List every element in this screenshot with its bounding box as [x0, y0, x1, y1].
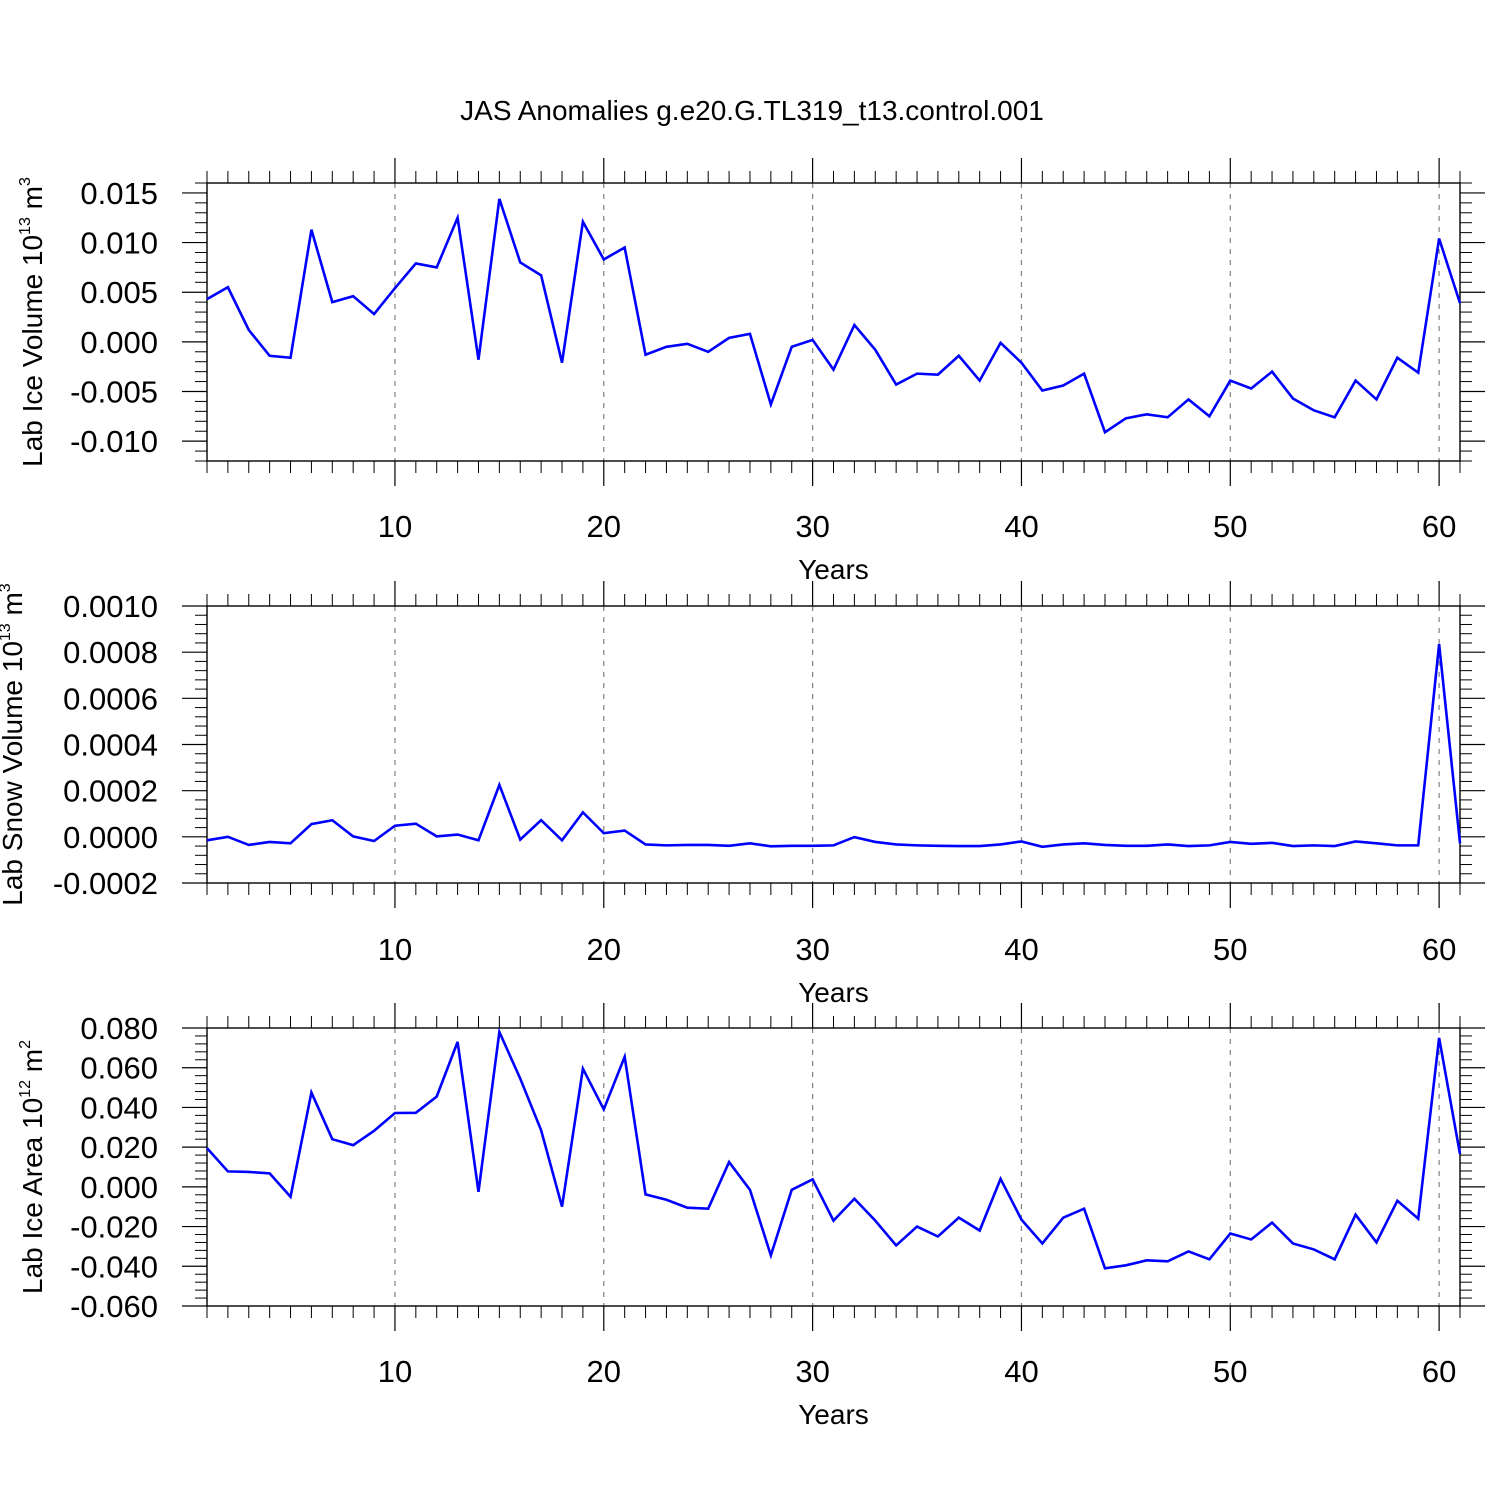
y-tick-label: -0.020: [70, 1210, 158, 1245]
x-tick-label: 60: [1422, 1354, 1456, 1389]
x-axis-label: Years: [798, 1399, 869, 1430]
y-tick-label: 0.0010: [63, 589, 158, 624]
chart-panel-3: 10 20 30 40 50 60 -0.060 -0.040 -0.020 0.000 0.020…: [17, 1003, 1485, 1430]
y-tick-label: 0.000: [80, 1170, 158, 1205]
y-axis-label: Lab Ice Volume 1013 m3: [17, 177, 48, 467]
x-tick-label: 60: [1422, 932, 1456, 967]
x-tick-label: 20: [587, 932, 621, 967]
y-tick-label: 0.010: [80, 226, 158, 261]
y-tick-label: 0.015: [80, 176, 158, 211]
x-tick-label: 30: [795, 932, 829, 967]
y-tick-label: 0.005: [80, 275, 158, 310]
x-tick-label: 50: [1213, 1354, 1247, 1389]
y-tick-label: 0.0004: [63, 728, 158, 763]
x-axis-label: Years: [798, 554, 869, 585]
x-tick-label: 40: [1004, 509, 1038, 544]
y-axis-label: Lab Ice Area 1012 m2: [17, 1040, 48, 1294]
y-tick-label: 0.000: [80, 325, 158, 360]
y-tick-label: -0.0002: [53, 866, 158, 901]
y-tick-label: 0.0006: [63, 681, 158, 716]
y-tick-label: -0.005: [70, 375, 158, 410]
y-tick-label: -0.010: [70, 424, 158, 459]
x-tick-label: 50: [1213, 509, 1247, 544]
y-tick-label: -0.060: [70, 1289, 158, 1324]
y-tick-label: 0.0002: [63, 774, 158, 809]
y-axis-label: Lab Snow Volume 1013 m3: [0, 583, 28, 906]
x-tick-label: 40: [1004, 1354, 1038, 1389]
y-tick-label: 0.060: [80, 1051, 158, 1086]
y-tick-label: 0.040: [80, 1090, 158, 1125]
series-line: [206, 643, 1462, 849]
x-tick-label: 30: [795, 1354, 829, 1389]
y-tick-label: 0.020: [80, 1130, 158, 1165]
x-tick-label: 20: [587, 509, 621, 544]
x-tick-label: 30: [795, 509, 829, 544]
x-tick-label: 10: [378, 932, 412, 967]
y-tick-label: 0.080: [80, 1011, 158, 1046]
chart-panel-1: 10 20 30 40 50 60 -0.010 -0.005 0.000 0.005 0.010 0…: [17, 158, 1485, 585]
y-tick-label: 0.0000: [63, 820, 158, 855]
y-tick-label: 0.0008: [63, 635, 158, 670]
y-tick-label: -0.040: [70, 1249, 158, 1284]
x-tick-label: 50: [1213, 932, 1247, 967]
x-tick-label: 60: [1422, 509, 1456, 544]
x-axis-label: Years: [798, 977, 869, 1008]
figure-title: JAS Anomalies g.e20.G.TL319_t13.control.…: [460, 95, 1044, 126]
x-tick-label: 40: [1004, 932, 1038, 967]
x-tick-label: 10: [378, 1354, 412, 1389]
chart-panel-2: 10 20 30 40 50 60 -0.0002 0.0000 0.0002 0.0004 0.0…: [0, 581, 1485, 1008]
x-tick-label: 20: [587, 1354, 621, 1389]
x-tick-label: 10: [378, 509, 412, 544]
series-line: [206, 1027, 1462, 1270]
series-line: [206, 198, 1462, 435]
